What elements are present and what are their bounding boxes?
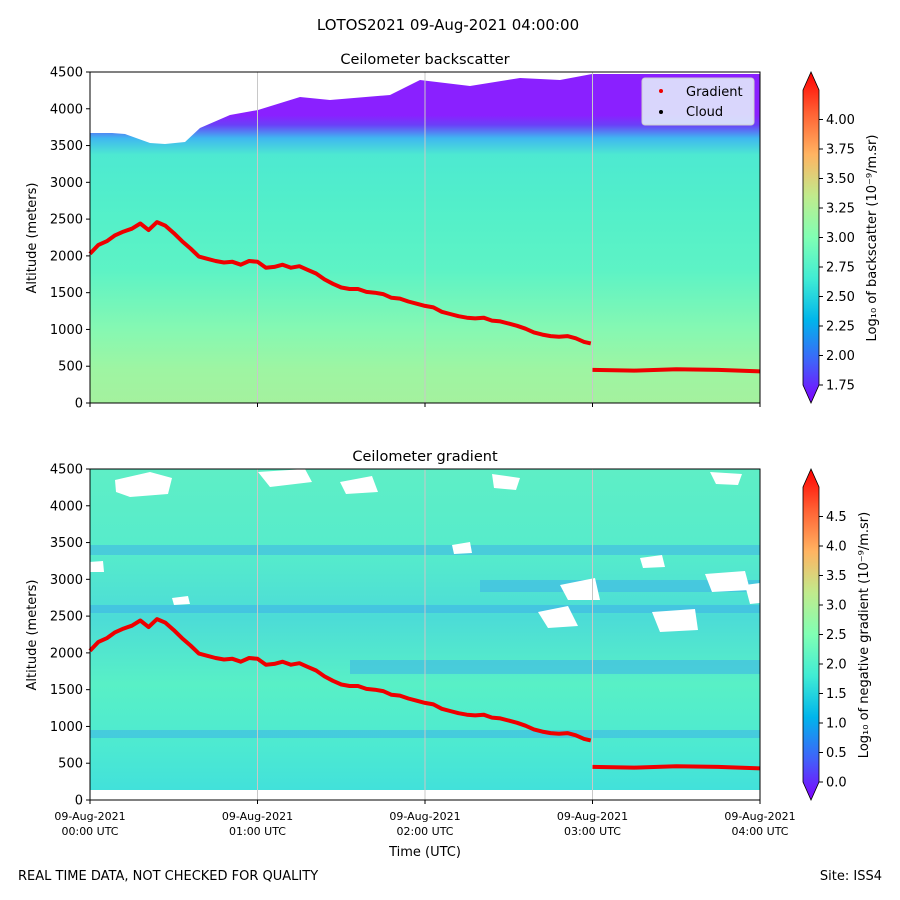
colorbar-tick-label: 2.0: [826, 658, 847, 673]
legend-cloud-marker: [659, 110, 663, 114]
gradient-y-axis-label: Altitude (meters): [25, 580, 40, 691]
colorbar-tick-label: 3.25: [826, 202, 855, 217]
gradient-colorbar-bar: [802, 468, 820, 801]
colorbar-tick-label: 3.0: [826, 599, 847, 614]
y-tick-label: 500: [58, 757, 83, 772]
colorbar-tick-label: 2.50: [826, 290, 855, 305]
gradient-gradient-line: [88, 617, 592, 743]
legend-gradient-label: Gradient: [686, 85, 743, 100]
y-tick-label: 2500: [50, 213, 83, 228]
legend-gradient-marker: [659, 89, 663, 93]
colorbar-tick-label: 0.0: [826, 776, 847, 791]
colorbar-tick-label: 1.75: [826, 379, 855, 394]
colorbar-tick-label: 0.5: [826, 746, 847, 761]
x-tick-time: 02:00 UTC: [396, 825, 453, 838]
y-tick-label: 2000: [50, 249, 83, 264]
colorbar-tick-label: 2.25: [826, 320, 855, 335]
colorbar-tick-label: 3.00: [826, 231, 855, 246]
backscatter-gradient-line-after-0300: [592, 367, 761, 374]
figure-title: LOTOS2021 09-Aug-2021 04:00:00: [317, 16, 579, 34]
y-tick-label: 1500: [50, 683, 83, 698]
backscatter-colorbar-bar: [802, 71, 820, 404]
y-tick-label: 2000: [50, 646, 83, 661]
backscatter-colorbar-ticks: 1.75 2.00 2.25 2.50 2.75 3.00 3.25 3.50 3.75 4.00: [819, 113, 855, 394]
gradient-panel: Ceilometer gradient: [25, 449, 872, 860]
y-tick-label: 0: [75, 397, 83, 412]
colorbar-tick-label: 2.5: [826, 628, 847, 643]
x-tick-time: 04:00 UTC: [731, 825, 788, 838]
y-tick-label: 4500: [50, 66, 83, 81]
x-tick-date: 09-Aug-2021: [389, 810, 460, 823]
y-tick-label: 500: [58, 360, 83, 375]
backscatter-panel: Ceilometer backscatter 0 500 1000 1500 2000 2…: [25, 52, 880, 412]
y-tick-label: 1000: [50, 323, 83, 338]
x-tick-date: 09-Aug-2021: [724, 810, 795, 823]
gradient-gradient-line-after-0300: [592, 764, 761, 771]
gradient-nodata-patches: [89, 469, 760, 632]
y-tick-label: 1500: [50, 286, 83, 301]
y-tick-label: 0: [75, 794, 83, 809]
legend-cloud-label: Cloud: [686, 105, 723, 120]
footer-site: Site: ISS4: [819, 869, 882, 884]
backscatter-grid: [257, 72, 593, 403]
y-tick-label: 4500: [50, 463, 83, 478]
y-tick-label: 4000: [50, 102, 83, 117]
colorbar-tick-label: 2.00: [826, 349, 855, 364]
colorbar-tick-label: 4.00: [826, 113, 855, 128]
backscatter-colorbar: 1.75 2.00 2.25 2.50 2.75 3.00 3.25 3.50 3.75 4.00…: [802, 71, 880, 404]
gradient-colorbar-label: Log₁₀ of negative gradient (10⁻⁹/m.sr): [857, 512, 872, 758]
x-axis-label: Time (UTC): [388, 845, 461, 860]
y-tick-label: 1000: [50, 720, 83, 735]
gradient-grid: [257, 469, 593, 800]
gradient-title: Ceilometer gradient: [352, 449, 498, 465]
backscatter-gradient-line: [88, 220, 592, 346]
x-tick-date: 09-Aug-2021: [54, 810, 125, 823]
colorbar-tick-label: 1.5: [826, 687, 847, 702]
legend: Gradient Cloud: [641, 77, 755, 126]
y-tick-label: 3000: [50, 573, 83, 588]
y-tick-label: 3500: [50, 536, 83, 551]
y-tick-label: 2500: [50, 610, 83, 625]
gradient-y-ticks: 0 500 1000 1500 2000 2500 3000 3500 4000 4500: [50, 463, 90, 809]
colorbar-tick-label: 3.75: [826, 143, 855, 158]
colorbar-tick-label: 3.50: [826, 172, 855, 187]
x-tick-date: 09-Aug-2021: [557, 810, 628, 823]
backscatter-y-axis-label: Altitude (meters): [25, 183, 40, 294]
x-tick-date: 09-Aug-2021: [222, 810, 293, 823]
y-tick-label: 3500: [50, 139, 83, 154]
gradient-colorbar-ticks: 0.0 0.5 1.0 1.5 2.0 2.5 3.0 3.5 4.0 4.5: [819, 510, 847, 791]
colorbar-tick-label: 3.5: [826, 569, 847, 584]
gradient-colorbar: 0.0 0.5 1.0 1.5 2.0 2.5 3.0 3.5 4.0 4.5 Log₁₀ of …: [802, 468, 872, 801]
colorbar-tick-label: 1.0: [826, 717, 847, 732]
colorbar-tick-label: 4.0: [826, 540, 847, 555]
backscatter-y-ticks: 0 500 1000 1500 2000 2500 3000 3500 4000 4500: [50, 66, 90, 412]
x-tick-time: 01:00 UTC: [229, 825, 286, 838]
footer-disclaimer: REAL TIME DATA, NOT CHECKED FOR QUALITY: [18, 869, 319, 884]
gradient-x-ticks: 09-Aug-2021 00:00 UTC 09-Aug-2021 01:00 UTC…: [54, 800, 796, 838]
x-tick-time: 00:00 UTC: [61, 825, 118, 838]
backscatter-title: Ceilometer backscatter: [340, 52, 509, 68]
y-tick-label: 3000: [50, 176, 83, 191]
colorbar-tick-label: 2.75: [826, 261, 855, 276]
x-tick-time: 03:00 UTC: [564, 825, 621, 838]
y-tick-label: 4000: [50, 499, 83, 514]
backscatter-colorbar-label: Log₁₀ of backscatter (10⁻⁹/m.sr): [865, 135, 880, 342]
backscatter-x-ticks: [89, 403, 761, 407]
colorbar-tick-label: 4.5: [826, 510, 847, 525]
